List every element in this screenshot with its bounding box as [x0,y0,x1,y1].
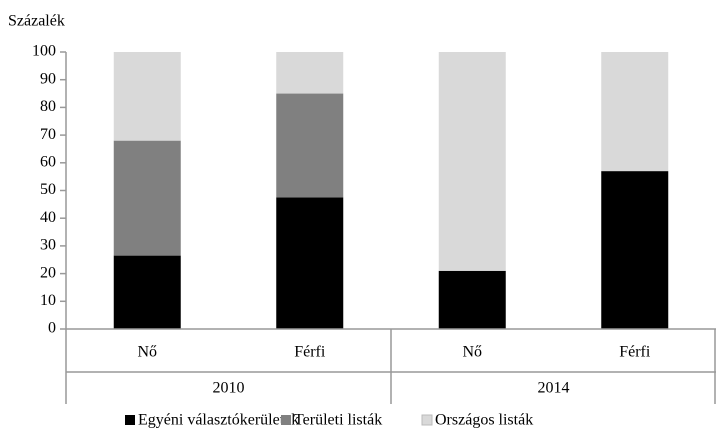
bar-segment [113,52,181,141]
y-tick-label: 30 [40,237,56,254]
x-tick-label: Férfi [619,344,651,361]
x-tick-label: Nő [137,344,157,361]
group-label: 2010 [213,380,245,397]
y-tick-label: 100 [32,43,56,60]
y-tick-label: 90 [40,70,56,87]
bar-segment [276,52,344,94]
bar-segment [276,93,344,198]
y-tick-label: 0 [48,320,56,337]
y-tick-label: 20 [40,264,56,281]
legend-label: Egyéni választókerületek [138,412,299,429]
y-tick-label: 50 [40,181,56,198]
bar-segment [276,197,344,329]
y-tick-label: 10 [40,292,56,309]
x-tick-label: Nő [462,344,482,361]
bar-segment [113,140,181,256]
y-tick-label: 40 [40,209,56,226]
y-axis-label: Százalék [8,13,65,30]
legend-swatch [281,415,291,425]
legend-swatch [421,414,433,426]
bar-segment [438,270,506,329]
bar-segment [601,171,669,329]
legend-label: Területi listák [294,412,382,429]
legend-swatch [125,415,135,425]
y-tick-label: 70 [40,126,56,143]
bar-segment [113,255,181,329]
bar-segment [601,52,669,172]
legend-label: Országos listák [435,412,533,429]
x-tick-label: Férfi [294,344,326,361]
y-tick-label: 60 [40,153,56,170]
bar-segment [438,52,506,271]
y-tick-label: 80 [40,98,56,115]
group-label: 2014 [538,380,570,397]
